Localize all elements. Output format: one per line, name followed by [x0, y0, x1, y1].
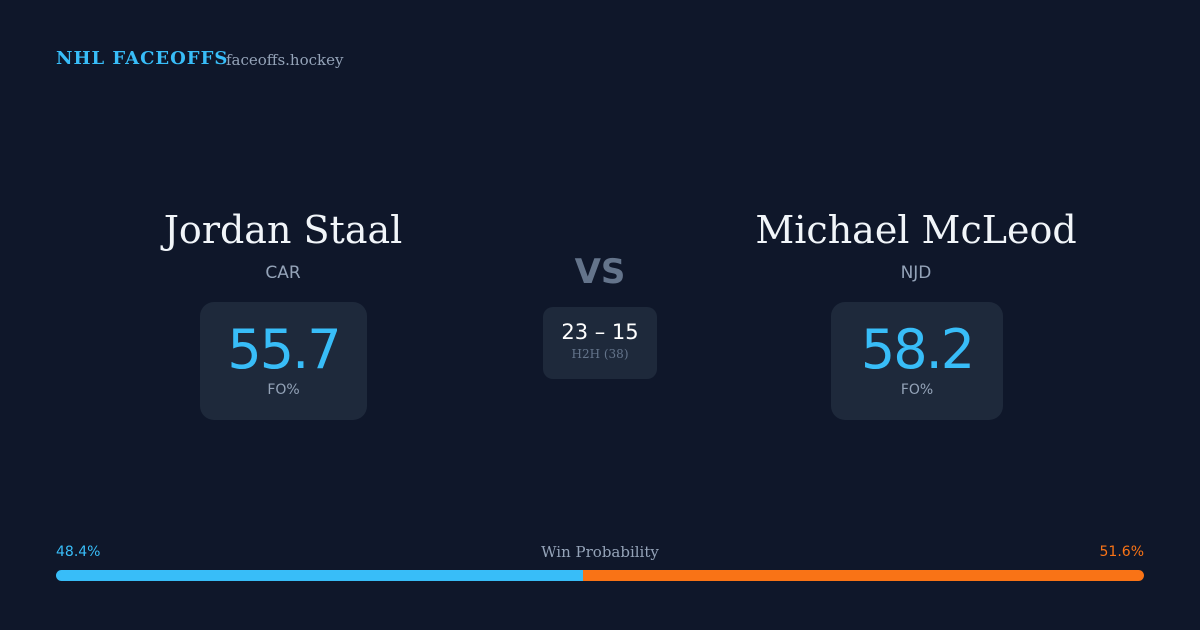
right-segment [582, 570, 1144, 581]
prob-title: Win Probability [541, 543, 659, 561]
fo-label: FO% [267, 382, 300, 398]
fo-pct: 58.2 [860, 318, 975, 381]
h2h-score: 23 – 15 [561, 320, 639, 344]
site: faceoffs.hockey [226, 51, 344, 69]
player-name: Michael McLeod [755, 208, 1077, 252]
right-prob: 51.6% [1099, 544, 1144, 560]
h2h-label: H2H (38) [571, 347, 629, 361]
h2h-box: 23 – 15 H2H (38) [543, 307, 657, 379]
prob-bar [56, 570, 1144, 581]
left-segment [56, 570, 583, 581]
stat-box: 58.2 FO% [831, 302, 1003, 420]
brand: NHL FACEOFFS [56, 48, 229, 69]
player-name: Jordan Staal [163, 208, 403, 252]
stat-box: 55.7 FO% [200, 302, 367, 420]
team: CAR [265, 263, 301, 283]
team: NJD [900, 263, 932, 283]
left-prob: 48.4% [56, 544, 101, 560]
vs: VS [574, 252, 626, 292]
fo-pct: 55.7 [227, 318, 341, 381]
fo-label: FO% [900, 382, 934, 398]
